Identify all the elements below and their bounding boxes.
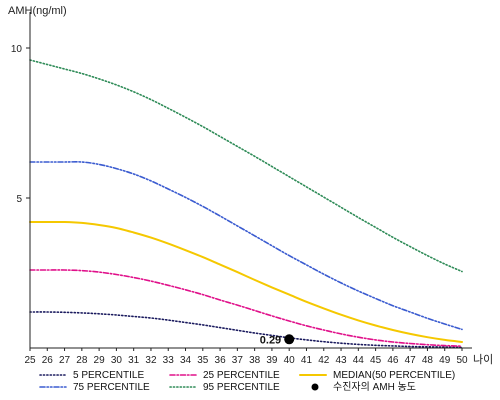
patient-amh-value-label: 0.29	[260, 334, 281, 346]
legend-label-median-50-percentile: MEDIAN(50 PERCENTILE)	[333, 370, 455, 381]
x-tick-label: 47	[405, 355, 417, 366]
x-tick-label: 29	[94, 355, 106, 366]
series-line-95-percentile	[29, 59, 463, 273]
x-tick-label: 37	[232, 355, 244, 366]
x-tick-label: 32	[145, 355, 157, 366]
series-line-25-percentile	[29, 269, 463, 347]
y-tick-label: 10	[11, 44, 23, 55]
y-tick-label: 5	[16, 194, 22, 205]
legend-label-25-percentile: 25 PERCENTILE	[203, 370, 280, 381]
series-line-75-percentile	[29, 161, 463, 331]
x-tick-label: 25	[24, 355, 36, 366]
x-tick-label: 28	[76, 355, 88, 366]
x-tick-label: 36	[215, 355, 227, 366]
axes: AMH(ng/ml) 나이 5 10 25 26 27 28 29 30 31 32 33 34 35 3…	[8, 5, 493, 366]
series-layer	[29, 59, 463, 349]
x-tick-label: 31	[128, 355, 140, 366]
x-tick-label: 41	[301, 355, 313, 366]
x-tick-label: 49	[439, 355, 451, 366]
y-axis-title: AMH(ng/ml)	[8, 5, 67, 17]
patient-marker: 0.29	[260, 334, 295, 346]
legend-label-95-percentile: 95 PERCENTILE	[203, 382, 280, 393]
legend-label-75-percentile: 75 PERCENTILE	[73, 382, 150, 393]
x-tick-label: 48	[422, 355, 434, 366]
x-tick-label: 35	[197, 355, 209, 366]
x-tick-label: 27	[59, 355, 71, 366]
x-tick-label: 40	[284, 355, 296, 366]
x-tick-label: 26	[42, 355, 54, 366]
x-tick-label: 34	[180, 355, 192, 366]
x-tick-label: 44	[353, 355, 365, 366]
x-tick-label: 30	[111, 355, 123, 366]
x-tick-label: 38	[249, 355, 261, 366]
x-axis-title: 나이	[473, 353, 493, 366]
legend-swatch-patient-amh	[311, 383, 319, 391]
series-line-5-percentile	[29, 311, 463, 349]
x-tick-label: 33	[163, 355, 175, 366]
x-tick-label: 46	[387, 355, 399, 366]
x-tick-label: 50	[456, 355, 468, 366]
series-line-median-50-percentile	[29, 220, 463, 343]
x-tick-label: 43	[335, 355, 347, 366]
legend-label-5-percentile: 5 PERCENTILE	[73, 370, 144, 381]
x-tick-label: 42	[318, 355, 330, 366]
x-tick-label: 39	[266, 355, 278, 366]
legend-label-patient-amh: 수진자의 AMH 농도	[333, 381, 416, 393]
x-tick-label: 45	[370, 355, 382, 366]
patient-amh-point	[284, 334, 295, 345]
